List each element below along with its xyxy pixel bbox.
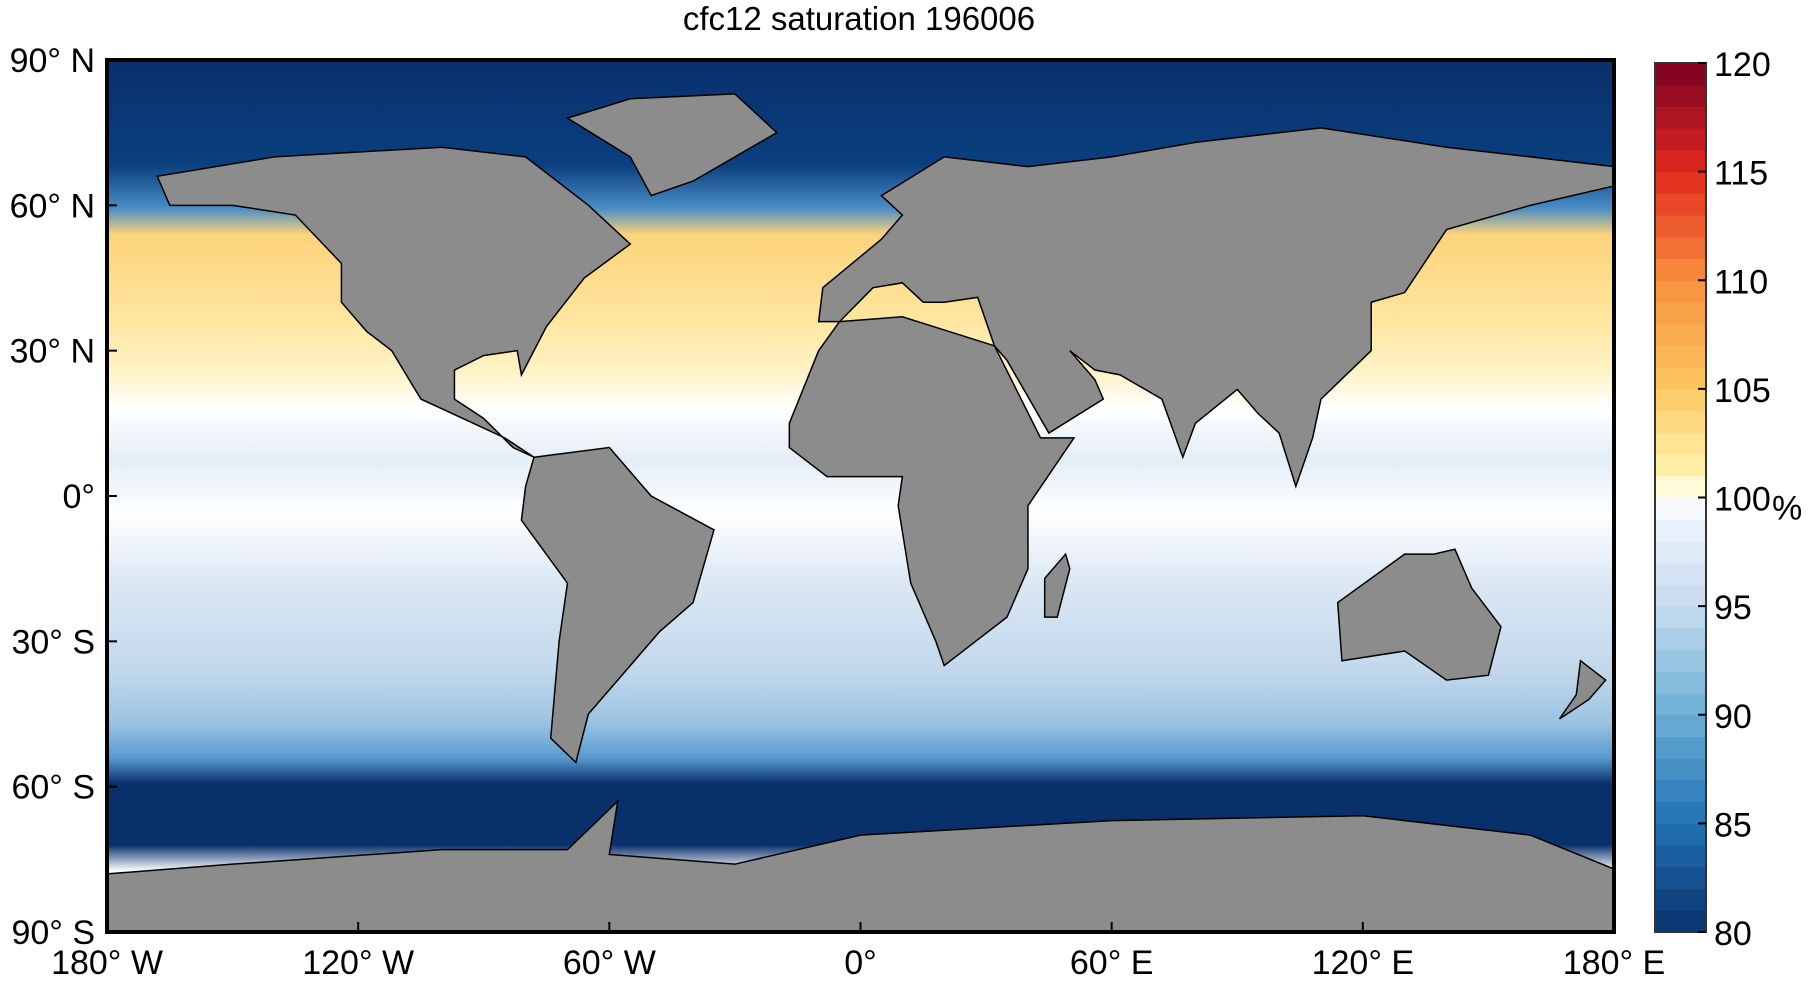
y-tick-label: 60° N (10, 187, 95, 225)
colorbar-band (1655, 866, 1706, 890)
colorbar-tick-label: 110 (1714, 263, 1768, 301)
colorbar-band (1655, 454, 1706, 477)
colorbar-band (1655, 627, 1706, 651)
colorbar-band (1655, 106, 1706, 129)
colorbar-tick-label: 85 (1714, 806, 1752, 844)
colorbar-band (1655, 714, 1706, 737)
colorbar-tick-label: 105 (1714, 372, 1771, 410)
colorbar-band (1655, 779, 1706, 803)
land-layer (106, 93, 1615, 933)
colorbar-band (1655, 323, 1706, 346)
colorbar-band (1655, 63, 1706, 86)
colorbar-band (1655, 823, 1706, 846)
colorbar-tick-label: 120 (1714, 46, 1771, 84)
x-tick-label: 120° W (302, 944, 414, 982)
x-tick-label: 60° E (1070, 944, 1154, 982)
colorbar-band (1655, 301, 1706, 325)
y-tick-label: 30° S (11, 623, 95, 661)
colorbar-band (1655, 128, 1706, 151)
colorbar-band (1655, 801, 1706, 824)
x-tick-label: 180° E (1563, 944, 1665, 982)
colorbar-band (1655, 388, 1706, 412)
colorbar-band (1655, 649, 1706, 672)
colorbar-band (1655, 584, 1706, 607)
colorbar-band (1655, 149, 1706, 173)
landmass-new-zealand (1558, 659, 1607, 720)
x-tick-label: 120° E (1312, 944, 1414, 982)
map-title: cfc12 saturation 196006 (682, 0, 1036, 37)
colorbar-band (1655, 345, 1706, 368)
colorbar-tick-label: 90 (1714, 698, 1752, 736)
colorbar-tick-label: 100 (1714, 481, 1771, 519)
x-tick-label: 180° W (51, 944, 163, 982)
colorbar-band (1655, 84, 1706, 107)
colorbar-band (1655, 540, 1706, 564)
landmass-north-america (156, 146, 632, 458)
landmass-africa (788, 315, 1076, 667)
colorbar-band (1655, 410, 1706, 433)
colorbar-band (1655, 562, 1706, 585)
landmass-madagascar (1043, 552, 1071, 618)
colorbar-band (1655, 236, 1706, 260)
colorbar-band (1655, 888, 1706, 911)
colorbar-tick-label: 115 (1714, 155, 1768, 193)
colorbar-band (1655, 215, 1706, 238)
colorbar-tick-label: 80 (1714, 915, 1752, 953)
x-tick-label: 60° W (563, 944, 656, 982)
axis-ticks: 180° W 120° W 60° W 0° 60° E 120° E 180° E 90° … (10, 42, 1666, 982)
colorbar-band (1655, 258, 1706, 281)
colorbar-band (1655, 693, 1706, 716)
landmass-australia (1336, 548, 1502, 681)
y-tick-label: 90° S (11, 914, 95, 952)
y-tick-label: 90° N (10, 42, 95, 80)
y-tick-label: 0° (62, 478, 95, 516)
y-tick-label: 60° S (11, 769, 95, 807)
colorbar-band (1655, 671, 1706, 694)
colorbar-band (1655, 910, 1706, 933)
colorbar-band (1655, 736, 1706, 759)
colorbar-unit: % (1772, 490, 1802, 528)
colorbar-band (1655, 519, 1706, 542)
y-tick-label: 30° N (10, 333, 95, 371)
colorbar-band (1655, 497, 1706, 520)
colorbar-band (1655, 758, 1706, 781)
x-tick-label: 0° (844, 944, 877, 982)
colorbar: 80 85 90 95 100 105 110 115 120% (1654, 46, 1802, 953)
colorbar-band (1655, 367, 1706, 390)
landmass-eurasia (817, 127, 1615, 489)
colorbar-band (1655, 280, 1706, 303)
colorbar-band (1655, 432, 1706, 455)
landmass-south-america (520, 446, 715, 764)
landmass-greenland (565, 93, 779, 197)
colorbar-tick-label: 95 (1714, 589, 1752, 627)
colorbar-band (1655, 193, 1706, 216)
colorbar-band (1655, 475, 1706, 498)
colorbar-band (1655, 171, 1706, 194)
colorbar-band (1655, 845, 1706, 868)
colorbar-band (1655, 606, 1706, 629)
